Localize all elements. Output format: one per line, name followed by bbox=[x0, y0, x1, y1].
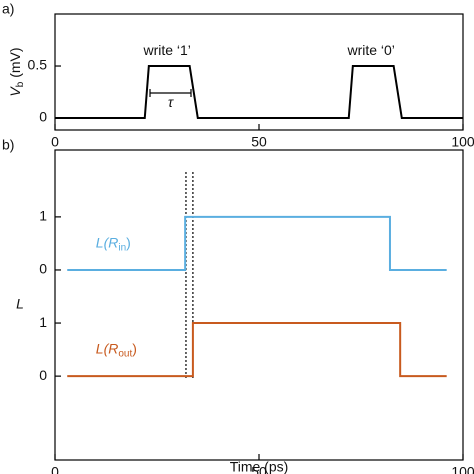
x-axis-label: Time (ps) bbox=[230, 459, 289, 474]
x-tick-label: 0 bbox=[51, 134, 59, 150]
y-axis-label: Vb (mV) bbox=[7, 47, 26, 96]
y-label-part: b bbox=[15, 81, 26, 87]
label-part: L( bbox=[96, 340, 110, 356]
label-part: out bbox=[118, 348, 132, 359]
series-label: L(Rin) bbox=[96, 234, 131, 253]
y-axis-label: L bbox=[16, 296, 24, 312]
y-label-part: (mV) bbox=[7, 47, 23, 81]
series-line bbox=[55, 65, 463, 120]
y-tick-label: 1 bbox=[39, 314, 47, 330]
annotation: write ‘1’ bbox=[142, 42, 190, 58]
x-tick-label: 50 bbox=[251, 464, 267, 474]
y-tick-label: 0 bbox=[39, 109, 47, 125]
x-tick-label: 100 bbox=[451, 464, 474, 474]
axes-frame bbox=[54, 149, 464, 461]
label-part: ) bbox=[132, 340, 137, 356]
x-tick-label: 50 bbox=[251, 134, 267, 150]
y-tick-label: 0 bbox=[39, 261, 47, 277]
x-tick-label: 100 bbox=[451, 134, 474, 150]
label-part: L( bbox=[96, 234, 110, 250]
annotation: τ bbox=[168, 94, 174, 110]
series-line bbox=[67, 215, 447, 271]
label-part: ) bbox=[126, 234, 131, 250]
y-tick-label: 1 bbox=[39, 208, 47, 224]
label-part: in bbox=[118, 242, 126, 253]
panel-label: a) bbox=[2, 1, 14, 17]
x-tick-label: 0 bbox=[51, 464, 59, 474]
panel-label: b) bbox=[2, 137, 14, 153]
y-tick-label: 0.5 bbox=[28, 57, 48, 73]
series-label: L(Rout) bbox=[96, 340, 137, 359]
y-tick-label: 0 bbox=[39, 367, 47, 383]
label-part: R bbox=[108, 234, 118, 250]
annotation: write ‘0’ bbox=[346, 42, 394, 58]
y-label-part: V bbox=[7, 86, 23, 97]
label-part: R bbox=[108, 340, 118, 356]
series-line bbox=[67, 322, 447, 378]
